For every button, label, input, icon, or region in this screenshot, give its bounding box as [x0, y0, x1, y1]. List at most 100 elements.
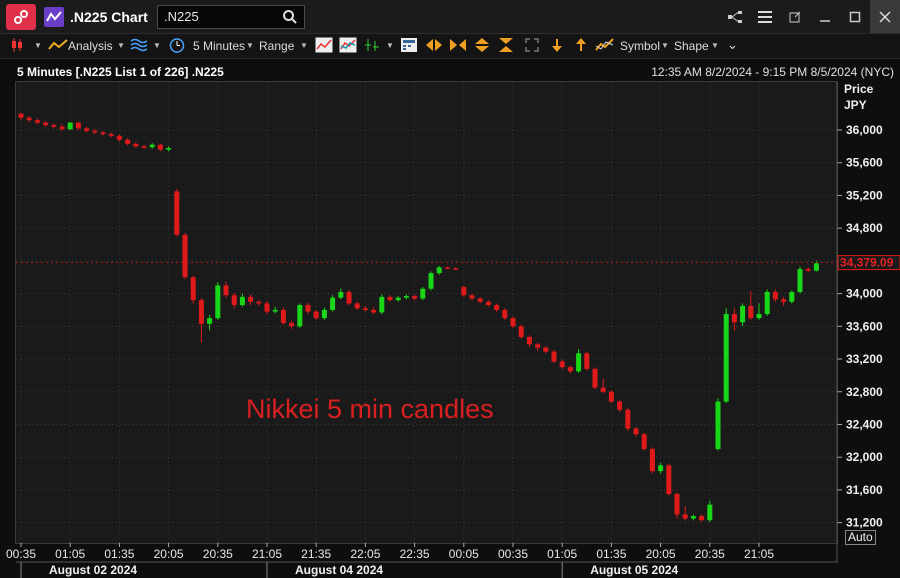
candle-body — [477, 298, 483, 302]
candle — [100, 130, 106, 136]
x-tick-label: 21:35 — [301, 547, 331, 561]
more-options-icon[interactable]: ⌄ — [727, 37, 738, 52]
compare-chart-icon[interactable] — [339, 37, 357, 56]
fit-screen-icon[interactable] — [524, 37, 540, 56]
candle — [690, 514, 696, 521]
x-tick-label: 00:35 — [6, 547, 36, 561]
candle — [125, 138, 131, 146]
chevron-down-icon[interactable]: ▼ — [386, 41, 394, 50]
candle — [264, 300, 270, 315]
candle-body — [789, 291, 795, 302]
indicator-icon[interactable] — [363, 37, 381, 56]
candle — [567, 365, 573, 374]
candle — [297, 303, 303, 328]
plot-area[interactable] — [15, 81, 838, 544]
candle-body — [740, 305, 746, 323]
candle — [190, 275, 196, 304]
candle — [43, 121, 49, 127]
candle — [428, 271, 434, 291]
arrow-up-icon[interactable] — [574, 37, 588, 56]
candle-body — [256, 301, 262, 304]
candle-body — [141, 146, 147, 148]
candle-body — [100, 132, 106, 135]
symbol-search-box[interactable]: .N225 — [157, 5, 305, 29]
shape-menu[interactable]: Shape — [674, 39, 709, 53]
candle-body — [313, 311, 319, 319]
x-tick-label: 01:35 — [596, 547, 626, 561]
chevron-down-icon[interactable]: ▼ — [117, 41, 125, 50]
interval-selector[interactable]: 5 Minutes — [193, 39, 246, 53]
candle — [420, 287, 426, 301]
candle — [510, 316, 516, 328]
candle-body — [157, 144, 163, 150]
analysis-icon[interactable] — [48, 37, 68, 56]
chevron-down-icon[interactable]: ▼ — [246, 41, 254, 50]
popout-icon[interactable] — [780, 0, 810, 33]
candle — [666, 463, 672, 496]
candle-body — [797, 269, 803, 292]
candle-body — [395, 297, 401, 301]
chevron-down-icon[interactable]: ▼ — [711, 41, 719, 50]
x-tick-label: 00:35 — [498, 547, 528, 561]
x-tick-label: 22:05 — [350, 547, 380, 561]
candle — [362, 305, 368, 312]
auto-scale-button[interactable]: Auto — [845, 530, 876, 545]
candle — [707, 500, 713, 522]
window-controls — [720, 0, 900, 33]
line-chart-icon[interactable] — [315, 37, 333, 56]
candle-body — [592, 368, 598, 388]
candle — [239, 293, 245, 307]
candle-body — [567, 367, 573, 372]
close-icon[interactable] — [870, 0, 900, 33]
candle-series — [18, 112, 819, 522]
range-selector[interactable]: Range — [259, 39, 295, 53]
chevron-down-icon[interactable]: ▼ — [34, 41, 42, 50]
candle-type-icon[interactable] — [10, 37, 24, 56]
candle — [789, 290, 795, 304]
candle-body — [543, 347, 549, 352]
candle — [781, 296, 787, 306]
chevron-down-icon[interactable]: ▼ — [661, 41, 669, 50]
symbol-menu[interactable]: Symbol — [620, 39, 661, 53]
candle-body — [125, 139, 131, 144]
zoom-vertical-icon[interactable] — [497, 37, 515, 56]
candle — [723, 308, 729, 404]
date-range-label: 12:35 AM 8/2/2024 - 9:15 PM 8/5/2024 (NY… — [651, 65, 894, 79]
currency-label: JPY — [844, 98, 867, 112]
chevron-down-icon[interactable]: ▼ — [300, 41, 308, 50]
candle — [280, 307, 286, 325]
zoom-horizontal-icon[interactable] — [449, 37, 467, 56]
analysis-menu[interactable]: Analysis — [68, 39, 113, 53]
minimize-icon[interactable] — [810, 0, 840, 33]
info-bar: 5 Minutes [.N225 List 1 of 226] .N225 12… — [0, 59, 900, 80]
candle — [518, 324, 524, 339]
app-logo-icon[interactable] — [6, 4, 36, 30]
arrow-down-icon[interactable] — [550, 37, 564, 56]
link-tree-icon[interactable] — [720, 0, 750, 33]
candle-body — [43, 122, 49, 126]
x-tick-label: 00:05 — [449, 547, 479, 561]
scroll-up-down-icon[interactable] — [473, 37, 491, 56]
symbol-search-input[interactable]: .N225 — [164, 9, 199, 24]
calculator-icon[interactable] — [400, 37, 418, 56]
search-icon[interactable] — [282, 9, 298, 30]
candle-body — [420, 288, 426, 299]
candle-body — [362, 308, 368, 310]
candle-body — [116, 135, 122, 140]
symbol-compare-icon[interactable] — [595, 37, 615, 56]
maximize-icon[interactable] — [840, 0, 870, 33]
candle — [223, 281, 229, 298]
candle — [354, 301, 360, 310]
candle — [805, 267, 811, 273]
candle-body — [600, 387, 606, 392]
candle-body — [502, 309, 508, 319]
candle-body — [444, 267, 450, 269]
candle-body — [781, 299, 787, 302]
scroll-left-right-icon[interactable] — [425, 37, 443, 56]
candle-body — [690, 516, 696, 519]
wave-icon[interactable] — [130, 37, 148, 56]
menu-icon[interactable] — [750, 0, 780, 33]
clock-icon[interactable] — [168, 37, 186, 56]
chevron-down-icon[interactable]: ▼ — [153, 41, 161, 50]
candle — [748, 291, 754, 320]
